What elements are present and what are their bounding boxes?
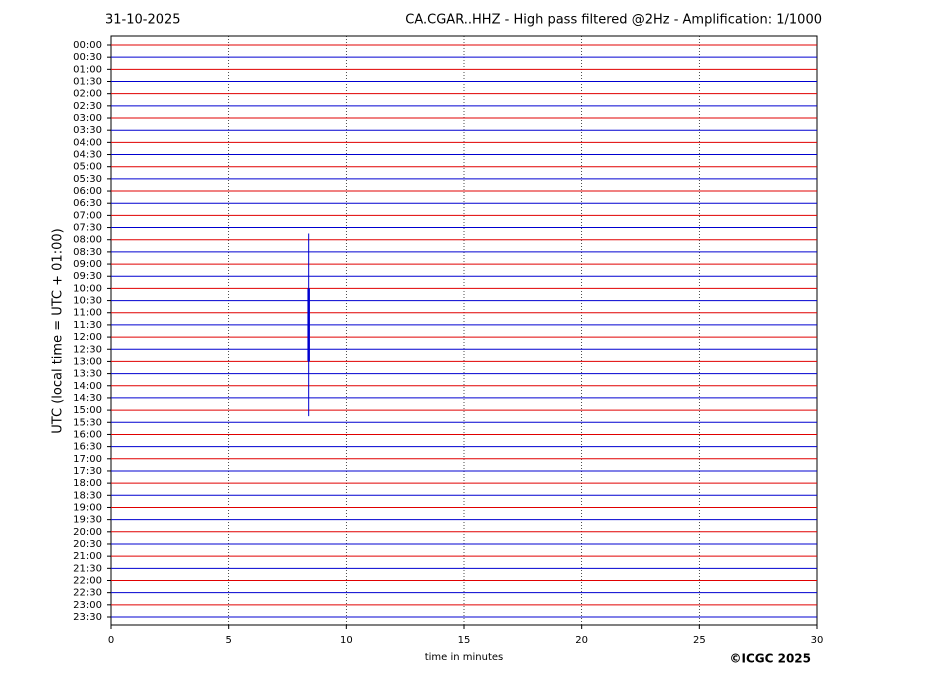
y-tick-label: 10:30 (73, 296, 102, 307)
x-tick-label: 20 (575, 635, 588, 646)
y-tick-label: 01:30 (73, 77, 102, 88)
y-tick-label: 06:30 (73, 198, 102, 209)
y-tick-label: 12:30 (73, 344, 102, 355)
y-tick-label: 12:00 (73, 332, 102, 343)
y-tick-label: 02:00 (73, 89, 102, 100)
copyright: ©ICGC 2025 (729, 652, 811, 666)
y-tick-label: 04:00 (73, 137, 102, 148)
y-tick-label: 17:30 (73, 466, 102, 477)
y-tick-label: 07:00 (73, 210, 102, 221)
y-tick-label: 05:00 (73, 162, 102, 173)
y-tick-label: 14:30 (73, 393, 102, 404)
y-tick-label: 00:30 (73, 52, 102, 63)
x-tick-label: 0 (108, 635, 114, 646)
date: 31-10-2025 (105, 13, 181, 28)
y-tick-label: 13:30 (73, 369, 102, 380)
y-axis-label: UTC (local time = UTC + 01:00) (51, 228, 66, 433)
x-tick-label: 25 (693, 635, 706, 646)
y-tick-label: 04:30 (73, 150, 102, 161)
y-tick-label: 13:00 (73, 356, 102, 367)
x-tick-label: 30 (811, 635, 824, 646)
x-tick-label: 15 (458, 635, 471, 646)
y-tick-label: 10:00 (73, 283, 102, 294)
y-tick-label: 18:00 (73, 478, 102, 489)
y-tick-label: 21:30 (73, 563, 102, 574)
y-tick-label: 16:00 (73, 429, 102, 440)
y-tick-label: 23:30 (73, 612, 102, 623)
y-tick-label: 06:00 (73, 186, 102, 197)
y-tick-label: 20:00 (73, 527, 102, 538)
y-tick-label: 03:30 (73, 125, 102, 136)
y-tick-label: 21:00 (73, 551, 102, 562)
y-tick-label: 19:00 (73, 502, 102, 513)
y-tick-label: 15:30 (73, 417, 102, 428)
y-tick-label: 23:00 (73, 600, 102, 611)
y-tick-label: 14:00 (73, 381, 102, 392)
y-tick-label: 02:30 (73, 101, 102, 112)
y-tick-label: 01:00 (73, 64, 102, 75)
y-tick-label: 00:00 (73, 40, 102, 51)
y-tick-label: 03:00 (73, 113, 102, 124)
chart-title: CA.CGAR..HHZ - High pass filtered @2Hz -… (405, 13, 822, 28)
y-tick-label: 20:30 (73, 539, 102, 550)
y-tick-label: 09:00 (73, 259, 102, 270)
x-tick-label: 5 (225, 635, 231, 646)
y-tick-label: 15:00 (73, 405, 102, 416)
y-tick-label: 22:30 (73, 588, 102, 599)
y-tick-label: 18:30 (73, 490, 102, 501)
y-tick-label: 09:30 (73, 271, 102, 282)
y-tick-label: 19:30 (73, 515, 102, 526)
y-tick-label: 08:30 (73, 247, 102, 258)
y-tick-label: 17:00 (73, 454, 102, 465)
y-tick-label: 11:00 (73, 308, 102, 319)
y-tick-label: 07:30 (73, 223, 102, 234)
y-tick-label: 11:30 (73, 320, 102, 331)
y-tick-label: 08:00 (73, 235, 102, 246)
x-axis-label: time in minutes (425, 652, 504, 663)
y-tick-label: 16:30 (73, 442, 102, 453)
x-tick-label: 10 (340, 635, 353, 646)
y-tick-label: 05:30 (73, 174, 102, 185)
y-tick-label: 22:00 (73, 575, 102, 586)
